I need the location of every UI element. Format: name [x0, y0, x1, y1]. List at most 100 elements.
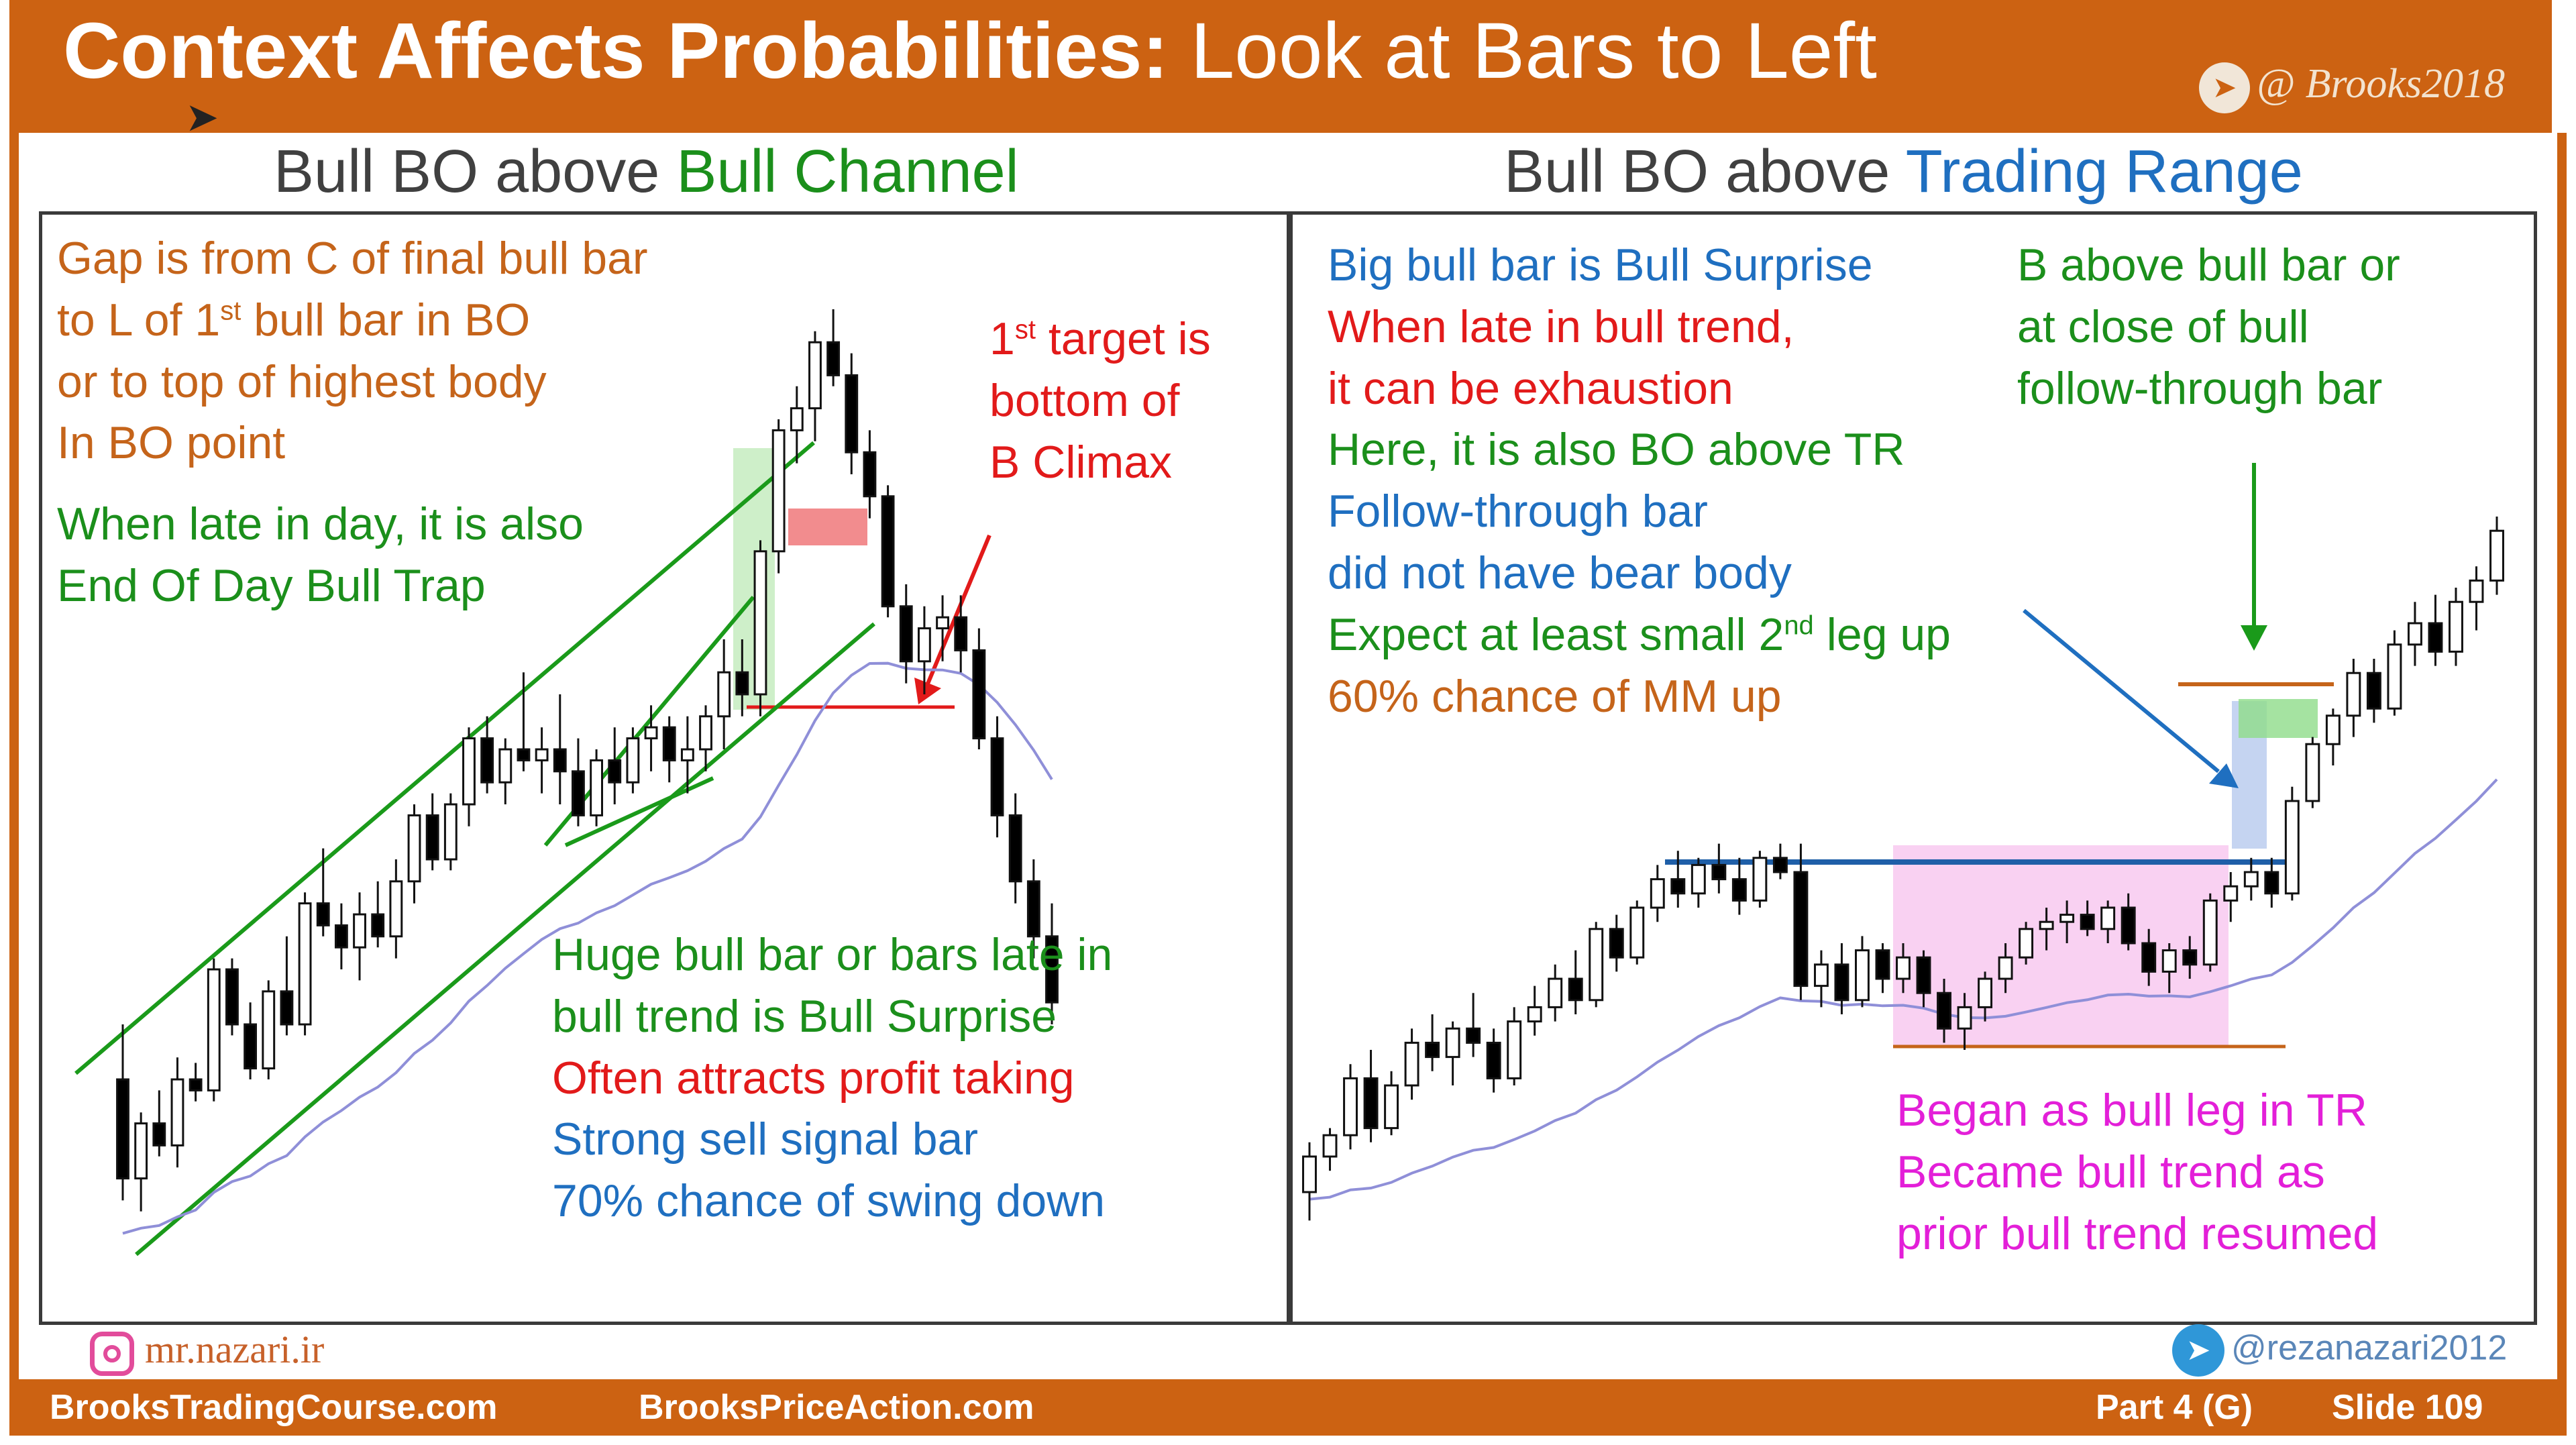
bull-candle [2223, 885, 2239, 902]
bear-candle [1731, 878, 1747, 902]
note-late-day: When late in day, it is also End Of Day … [57, 494, 584, 617]
instagram-credit[interactable]: mr.nazari.ir [90, 1327, 324, 1376]
bear-candle [152, 1122, 166, 1146]
bull-candle [626, 737, 640, 784]
bear-candle [2141, 942, 2157, 973]
note-expect-a: Expect at least small 2 [1328, 608, 1784, 660]
footer-site1[interactable]: BrooksTradingCourse.com [50, 1388, 498, 1427]
bear-candle [2366, 672, 2381, 710]
note-bull-surprise: Huge bull bar or bars late in bull trend… [552, 924, 1112, 1232]
bear-candle [572, 770, 585, 816]
slide-title: Context Affects Probabilities: Look at B… [63, 5, 1877, 97]
wedge-lower-line [564, 776, 714, 847]
bear-candle [2121, 906, 2136, 945]
note-here-line: Here, it is also BO above TR [1328, 424, 1905, 476]
bull-candle [535, 748, 549, 761]
bull-candle [2059, 914, 2075, 923]
bull-candle [1629, 906, 1645, 959]
bull-candle [1650, 878, 1665, 909]
bear-candle [316, 902, 330, 926]
bear-candle [1486, 1041, 1501, 1079]
bull-candle [790, 407, 804, 431]
note-buy-entry: B above bull bar or at close of bull fol… [2017, 235, 2400, 419]
bear-candle [480, 737, 494, 784]
bull-candle [2449, 600, 2463, 653]
note-target-line1: 1st target is [989, 309, 1211, 370]
note-b-line2: at close of bull [2017, 301, 2309, 352]
bear-candle [1609, 928, 1624, 959]
note-late-line2: End Of Day Bull Trap [57, 559, 486, 611]
bull-candle [1978, 977, 1993, 1008]
bear-candle [608, 759, 622, 784]
bear-candle [735, 671, 749, 696]
note-target-line1-sup: st [1014, 315, 1036, 345]
climax-highlight-red [788, 509, 867, 545]
bull-candle [644, 726, 658, 740]
note-sell-line2: 70% chance of swing down [552, 1175, 1106, 1227]
bear-candle [280, 990, 294, 1026]
slide-title-bold: Context Affects Probabilities: [63, 7, 1169, 95]
bear-candle [990, 737, 1004, 816]
bull-candle [2202, 899, 2218, 966]
bear-candle [1772, 857, 1788, 873]
bull-candle [753, 550, 767, 696]
telegram-small-icon: ➤ [2172, 1324, 2224, 1377]
bear-candle [1916, 956, 1931, 994]
note-target-line1-a: 1 [989, 313, 1015, 364]
bull-candle [1896, 956, 1911, 980]
telegram-credit[interactable]: ➤ @rezanazari2012 [2172, 1324, 2507, 1377]
telegram-icon: ➤ [2199, 62, 2251, 113]
bear-candle [1568, 977, 1583, 1002]
bull-candle [498, 748, 513, 784]
instagram-icon [90, 1331, 134, 1376]
note-gap-line4: In BO point [57, 417, 286, 469]
bull-candle [1322, 1134, 1338, 1158]
note-target-line1-b: target is [1035, 313, 1211, 364]
bull-candle [389, 880, 403, 938]
note-gap-line2: to L of 1st bull bar in BO [57, 290, 648, 352]
note-began-line1: Began as bull leg in TR [1896, 1085, 2367, 1136]
note-profit-line: Often attracts profit taking [552, 1052, 1075, 1104]
blue-arrow-shaft [2023, 608, 2220, 773]
brand-credit: ➤ @ Brooks2018 [2199, 60, 2505, 113]
right-title-highlight: Trading Range [1905, 138, 2303, 205]
bull-candle [680, 748, 694, 761]
bull-candle [1527, 1006, 1542, 1023]
left-ema-line [122, 661, 1053, 1235]
bear-candle [954, 616, 968, 651]
bull-candle [590, 759, 603, 816]
bull-candle [2469, 579, 2484, 603]
note-late-line1: When late in day, it is also [57, 498, 584, 549]
bull-candle [298, 902, 312, 1026]
bull-candle [462, 737, 476, 806]
footer-site2[interactable]: BrooksPriceAction.com [639, 1388, 1034, 1427]
follow-through-highlight [2239, 699, 2318, 738]
bull-candle [936, 616, 949, 630]
right-annotation-shapes [1665, 463, 2334, 1049]
bull-candle [771, 429, 786, 553]
bear-candle [244, 1023, 258, 1070]
bull-candle [1855, 949, 1870, 1002]
note-expect-line: Expect at least small 2nd leg up [1328, 604, 1951, 666]
note-gap-line3: or to top of highest body [57, 356, 547, 407]
note-gap-line2-sup: st [220, 296, 241, 326]
mouse-cursor-icon: ➤ [185, 95, 219, 140]
bull-candle [2100, 906, 2116, 930]
note-big-bull-bar: Big bull bar is Bull Surprise When late … [1328, 235, 1951, 727]
bull-candle [407, 814, 421, 883]
note-mm-line: 60% chance of MM up [1328, 670, 1782, 722]
note-began-line3: prior bull trend resumed [1896, 1208, 2379, 1259]
bear-candle [662, 726, 676, 761]
bull-candle [717, 671, 731, 718]
bear-candle [1670, 878, 1686, 895]
right-panel-title: Bull BO above Trading Range [1504, 138, 2303, 207]
bull-candle [2161, 949, 2177, 973]
bull-candle [2039, 920, 2054, 930]
bull-candle [2325, 714, 2341, 745]
bear-candle [863, 451, 877, 498]
bull-candle [443, 803, 458, 861]
telegram-handle: @rezanazari2012 [2231, 1328, 2508, 1368]
bull-candle [1813, 963, 1829, 987]
bear-candle [189, 1078, 203, 1091]
bull-candle [1752, 857, 1768, 902]
